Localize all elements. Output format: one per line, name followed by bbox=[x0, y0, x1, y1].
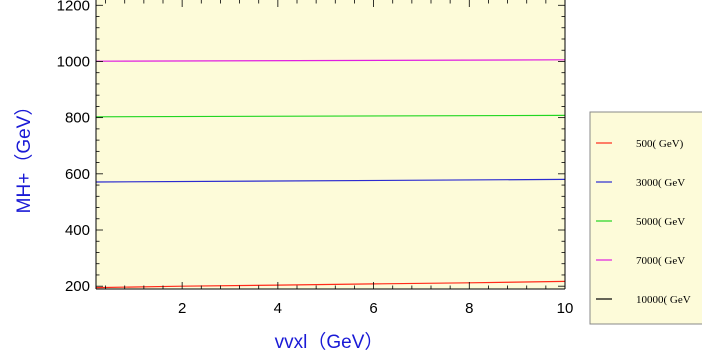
y-axis-title: MH+（GeV） bbox=[13, 97, 35, 214]
series-line-4 bbox=[95, 59, 566, 62]
x-tick-label: 2 bbox=[178, 300, 186, 317]
x-tick-label: 10 bbox=[557, 300, 574, 317]
plot-area bbox=[96, 0, 565, 289]
series-layer bbox=[95, 59, 566, 289]
y-tick-label: 600 bbox=[65, 166, 90, 183]
y-tick-label: 200 bbox=[65, 278, 90, 295]
legend-label-1: 500( GeV) bbox=[636, 138, 684, 150]
legend: 500( GeV) 3000( GeV 5000( GeV 7000( GeV 1000… bbox=[589, 111, 702, 325]
legend-label-2: 3000( GeV bbox=[636, 177, 685, 189]
x-axis-title: vvxl（GeV） bbox=[275, 331, 384, 353]
x-tick-label: 6 bbox=[369, 300, 377, 317]
series-line-2 bbox=[95, 178, 566, 183]
series-line-1 bbox=[95, 280, 566, 289]
series-line-3 bbox=[95, 114, 566, 118]
legend-box bbox=[589, 111, 702, 325]
x-tick-label: 8 bbox=[465, 300, 473, 317]
legend-label-3: 5000( GeV bbox=[636, 216, 685, 228]
legend-label-5: 10000( GeV bbox=[636, 294, 691, 306]
y-tick-label: 1000 bbox=[57, 53, 90, 70]
y-tick-label: 800 bbox=[65, 110, 90, 127]
y-tick-label: 1200 bbox=[57, 0, 90, 14]
x-tick-label: 4 bbox=[274, 300, 282, 317]
y-tick-label: 400 bbox=[65, 222, 90, 239]
legend-label-4: 7000( GeV bbox=[636, 255, 685, 267]
axes: 2 4 6 8 10 200 400 600 800 1000 1200 bbox=[57, 0, 574, 317]
